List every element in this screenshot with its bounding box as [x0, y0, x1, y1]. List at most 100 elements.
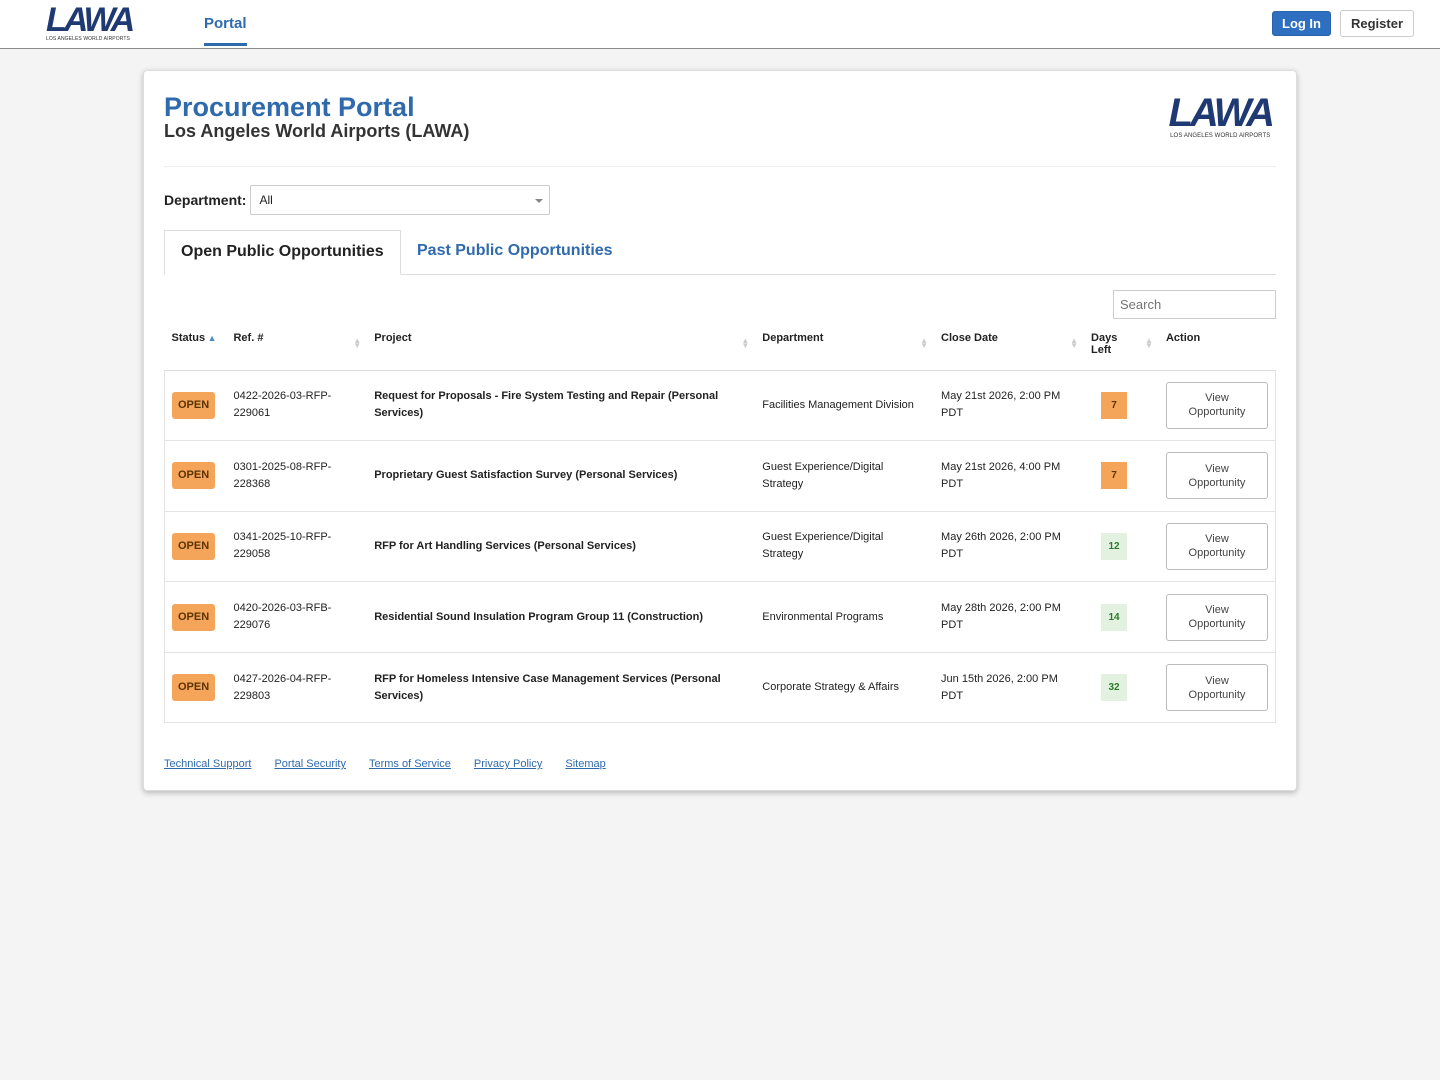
table-row: OPEN 0422-2026-03-RFP-229061 Request for P… — [164, 369, 1276, 441]
sort-icon: ▲ ▼ — [1145, 336, 1153, 350]
top-nav: LAWA LOS ANGELES WORLD AIRPORTS Portal L… — [0, 0, 1440, 49]
column-header[interactable]: Close Date ▲ ▼ — [934, 322, 1085, 371]
close-date-cell: May 26th 2026, 2:00 PM PDT — [934, 510, 1085, 582]
column-header[interactable]: Department ▲ ▼ — [755, 322, 935, 371]
login-button[interactable]: Log In — [1272, 11, 1331, 36]
tab-past[interactable]: Past Public Opportunities — [417, 242, 613, 259]
department-cell: Corporate Strategy & Affairs — [755, 651, 935, 724]
department-cell: Guest Experience/Digital Strategy — [755, 440, 935, 512]
logo-text: LAWA — [46, 1, 135, 39]
opportunities-table: Status ▲ Ref. # ▲ ▼ Project ▲ ▼ Department ▲ ▼ Clo… — [164, 322, 1276, 724]
department-cell: Guest Experience/Digital Strategy — [755, 510, 935, 582]
close-date-cell: May 21st 2026, 2:00 PM PDT — [934, 369, 1085, 441]
search-input[interactable] — [1113, 290, 1276, 319]
days-left-cell: 7 — [1084, 440, 1159, 512]
days-left-cell: 14 — [1084, 581, 1159, 653]
status-cell: OPEN — [164, 440, 227, 512]
days-left-cell: 7 — [1084, 369, 1159, 441]
ref-cell: 0422-2026-03-RFP-229061 — [226, 369, 368, 441]
project-cell: Proprietary Guest Satisfaction Survey (P… — [367, 440, 756, 512]
table-header: Status ▲ Ref. # ▲ ▼ Project ▲ ▼ Department ▲ ▼ Clo… — [164, 322, 1276, 371]
view-opportunity-button[interactable]: View Opportunity — [1165, 664, 1268, 712]
table-body: OPEN 0422-2026-03-RFP-229061 Request for P… — [164, 369, 1276, 724]
column-title: Status — [171, 332, 206, 344]
table-row: OPEN 0301-2025-08-RFP-228368 Proprietary G… — [164, 440, 1276, 512]
status-cell: OPEN — [164, 581, 227, 653]
days-left-cell: 32 — [1084, 651, 1159, 724]
nav-logo[interactable]: LAWA LOS ANGELES WORLD AIRPORTS — [46, 1, 135, 42]
status-badge: OPEN — [172, 391, 216, 419]
column-header[interactable]: Ref. # ▲ ▼ — [226, 322, 368, 371]
register-button[interactable]: Register — [1340, 10, 1414, 37]
footer-link[interactable]: Technical Support — [164, 758, 252, 770]
project-name: Residential Sound Insulation Program Gro… — [374, 610, 704, 623]
column-title: Project — [374, 332, 412, 344]
department-name: Environmental Programs — [762, 610, 884, 623]
close-date: May 26th 2026, 2:00 PM PDT — [941, 531, 1061, 561]
separator — [164, 166, 1276, 167]
close-date-cell: Jun 15th 2026, 2:00 PM PDT — [934, 651, 1085, 724]
column-title: Action — [1165, 332, 1201, 344]
view-opportunity-button[interactable]: View Opportunity — [1165, 593, 1268, 641]
department-cell: Environmental Programs — [755, 581, 935, 653]
status-cell: OPEN — [164, 651, 227, 724]
project-name: RFP for Homeless Intensive Case Manageme… — [374, 672, 721, 702]
footer-link[interactable]: Terms of Service — [368, 758, 451, 770]
footer-links: Technical Support Portal Security Terms of… — [164, 758, 606, 770]
logo-subtext: LOS ANGELES WORLD AIRPORTS — [46, 36, 130, 42]
action-cell: View Opportunity — [1158, 369, 1276, 441]
department-select[interactable]: All — [250, 185, 551, 215]
logo-text: LAWA — [1168, 91, 1275, 135]
column-header[interactable]: Days Left ▲ ▼ — [1084, 322, 1159, 371]
view-opportunity-button[interactable]: View Opportunity — [1165, 452, 1268, 500]
project-name: RFP for Art Handling Services (Personal … — [374, 539, 636, 552]
ref-number: 0301-2025-08-RFP-228368 — [233, 460, 332, 490]
footer-link[interactable]: Sitemap — [565, 758, 606, 770]
ref-number: 0422-2026-03-RFP-229061 — [233, 390, 332, 420]
footer-link[interactable]: Portal Security — [274, 758, 346, 770]
status-badge: OPEN — [172, 674, 216, 702]
department-cell: Facilities Management Division — [755, 369, 935, 441]
table-row: OPEN 0427-2026-04-RFP-229803 RFP for Homel… — [164, 651, 1276, 724]
close-date-cell: May 21st 2026, 4:00 PM PDT — [934, 440, 1085, 512]
view-opportunity-button[interactable]: View Opportunity — [1165, 381, 1268, 429]
sort-asc-icon: ▲ — [205, 333, 217, 343]
project-name: Proprietary Guest Satisfaction Survey (P… — [374, 469, 678, 482]
status-badge: OPEN — [172, 462, 216, 490]
column-header[interactable]: Status ▲ — [164, 322, 227, 371]
page-title: Procurement Portal — [164, 92, 415, 122]
project-cell: Residential Sound Insulation Program Gro… — [367, 581, 756, 653]
ref-cell: 0301-2025-08-RFP-228368 — [226, 440, 368, 512]
sort-icon: ▲ ▼ — [353, 336, 362, 350]
sort-icon: ▲ ▼ — [741, 336, 750, 350]
status-badge: OPEN — [172, 603, 216, 631]
table-row: OPEN 0420-2026-03-RFB-229076 Residential S… — [164, 581, 1276, 653]
page-subtitle: Los Angeles World Airports (LAWA) — [164, 121, 470, 141]
ref-number: 0420-2026-03-RFB-229076 — [233, 602, 332, 632]
table-row: OPEN 0341-2025-10-RFP-229058 RFP for Art H… — [164, 510, 1276, 582]
filter-label: Department: — [164, 192, 247, 208]
footer-link[interactable]: Privacy Policy — [473, 758, 543, 770]
department-name: Corporate Strategy & Affairs — [762, 681, 900, 694]
view-opportunity-button[interactable]: View Opportunity — [1165, 522, 1268, 570]
column-title: Ref. # — [233, 332, 264, 344]
days-left-badge: 32 — [1101, 674, 1128, 702]
days-left-badge: 12 — [1101, 532, 1128, 560]
ref-number: 0427-2026-04-RFP-229803 — [233, 672, 332, 702]
action-cell: View Opportunity — [1158, 440, 1276, 512]
column-header: Action — [1158, 322, 1276, 371]
status-badge: OPEN — [172, 532, 216, 560]
days-left-badge: 14 — [1101, 603, 1128, 631]
column-title: Close Date — [941, 332, 998, 344]
logo-subtext: LOS ANGELES WORLD AIRPORTS — [1170, 133, 1271, 139]
column-header[interactable]: Project ▲ ▼ — [367, 322, 756, 371]
project-cell: RFP for Homeless Intensive Case Manageme… — [367, 651, 756, 724]
sort-icon: ▲ ▼ — [920, 336, 929, 350]
action-cell: View Opportunity — [1158, 651, 1276, 724]
close-date: Jun 15th 2026, 2:00 PM PDT — [941, 672, 1058, 702]
tab-open[interactable]: Open Public Opportunities — [164, 230, 401, 275]
portal-tab[interactable]: Portal — [204, 15, 247, 46]
status-cell: OPEN — [164, 510, 227, 582]
column-title: Days Left — [1091, 332, 1118, 356]
sort-icon: ▲ ▼ — [1070, 336, 1079, 350]
